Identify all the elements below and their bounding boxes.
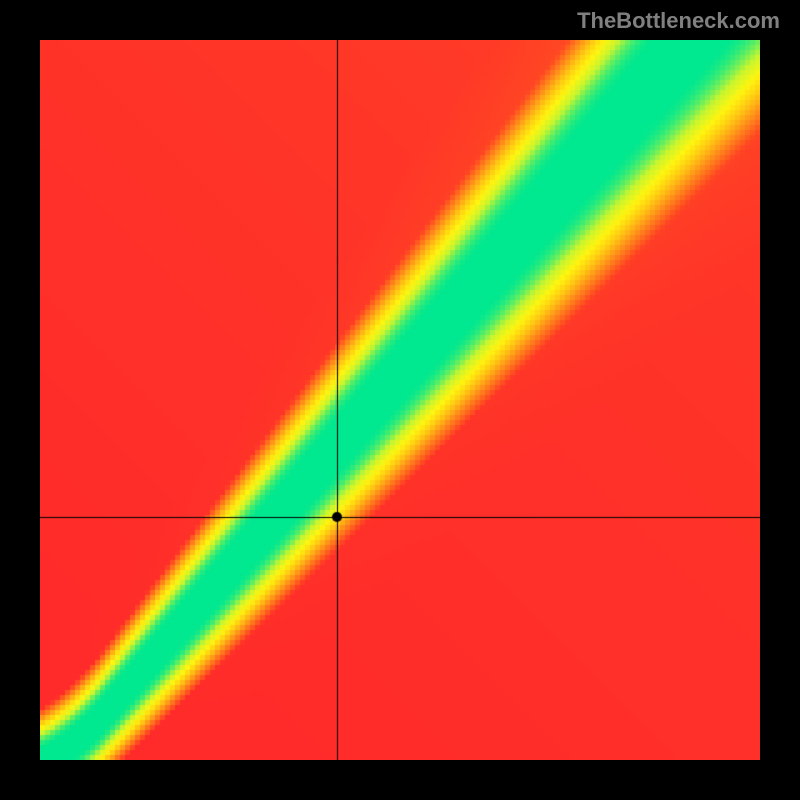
watermark-text: TheBottleneck.com xyxy=(577,8,780,34)
heatmap-canvas xyxy=(40,40,760,760)
chart-container: TheBottleneck.com xyxy=(0,0,800,800)
heatmap-plot xyxy=(40,40,760,760)
